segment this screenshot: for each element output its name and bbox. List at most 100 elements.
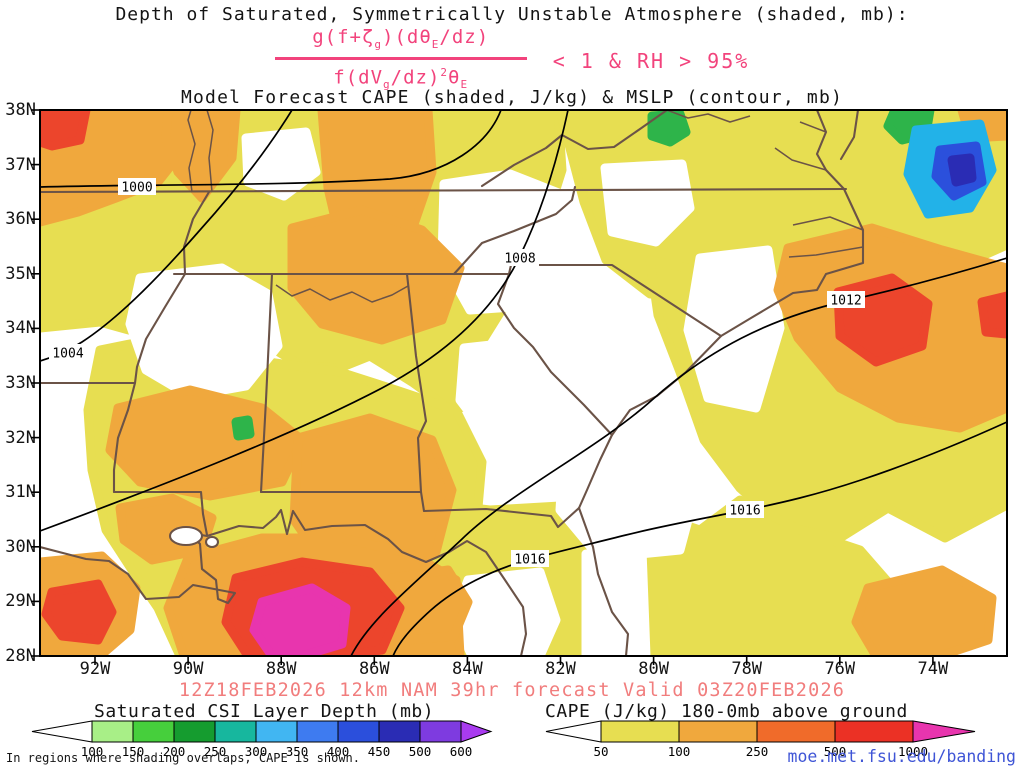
weather-map-shape xyxy=(40,110,1007,656)
cape-csi-shading-shape xyxy=(977,291,1007,339)
contour-label-shape xyxy=(726,501,764,518)
formula-subscript: E xyxy=(460,77,469,91)
fraction-bar xyxy=(274,56,527,60)
colorbar-arrow-left xyxy=(31,720,93,743)
cape-csi-shading-shape xyxy=(449,567,561,656)
state-borders-shape xyxy=(259,272,274,494)
colorbar-tick-label: 250 xyxy=(746,744,769,759)
colorbar-tick-label: 50 xyxy=(593,744,608,759)
formula-subscript: g xyxy=(383,77,391,91)
colorbar-cell xyxy=(834,720,914,743)
state-borders-shape xyxy=(112,490,426,537)
colorbar-cell xyxy=(91,720,134,743)
lat-tick-label: 36N xyxy=(5,209,36,230)
formula-numerator: g(f+ζg)(dθE/dz) xyxy=(275,26,527,56)
contour-label-shape xyxy=(118,178,156,195)
colorbar-tick-label: 600 xyxy=(450,744,473,759)
contour-label: 1004 xyxy=(49,344,87,362)
colorbar-tick-label: 500 xyxy=(824,744,847,759)
contour-label: 1008 xyxy=(501,249,539,267)
lon-tick-label: 88W xyxy=(265,659,297,679)
overlap-note: In regions where shading overlaps, CAPE … xyxy=(6,751,361,765)
contour-label-shape: 1008 xyxy=(504,252,535,267)
colorbar-tick-label: 500 xyxy=(409,744,432,759)
colorbar-tick-label: 150 xyxy=(122,744,145,759)
cape-csi-shading-shape xyxy=(455,335,573,447)
contour-label-shape: 1004 xyxy=(52,347,83,362)
state-borders-shape xyxy=(112,190,211,494)
cape-csi-shading-shape xyxy=(833,273,933,367)
state-borders xyxy=(40,110,865,656)
cape-csi-shading-shape xyxy=(851,565,997,656)
tick-marks xyxy=(31,109,934,665)
cape-csi-shading-shape xyxy=(241,127,321,201)
contour-label-shape xyxy=(511,550,549,567)
colorbar-cell xyxy=(173,720,216,743)
contour-label: 1000 xyxy=(118,178,156,196)
rivers-and-sounds-shape xyxy=(187,110,214,193)
colorbar-cell xyxy=(600,720,680,743)
colorbar-arrow-right xyxy=(912,720,976,743)
forecast-valid-line: 12Z18FEB2026 12km NAM 39hr forecast Vali… xyxy=(178,680,846,701)
cape-csi-shading-shape xyxy=(231,415,255,441)
colorbar-tick-label: 250 xyxy=(204,744,227,759)
colorbar-tick-label: 400 xyxy=(327,744,350,759)
lon-tick-label: 82W xyxy=(545,659,576,679)
colorbar-cell xyxy=(419,720,462,743)
lon-tick-label: 92W xyxy=(79,659,111,679)
cape-csi-shading-shape xyxy=(647,110,691,147)
lat-tick-label: 38N xyxy=(5,100,36,120)
lon-tick-label: 80W xyxy=(638,659,669,679)
contour-label-shape: 1000 xyxy=(121,181,152,196)
lat-tick-label: 33N xyxy=(5,373,36,393)
lon-tick-label: 74W xyxy=(917,659,949,679)
lat-tick-label: 37N xyxy=(5,154,36,175)
rivers-and-sounds-shape xyxy=(666,110,751,123)
state-borders-shape xyxy=(204,535,220,549)
cape-csi-shading-shape xyxy=(41,579,117,645)
cape-csi-shading-shape xyxy=(947,153,977,187)
contour-label: 1016 xyxy=(726,501,764,519)
state-borders-shape xyxy=(405,272,428,494)
cape-csi-shading-shape xyxy=(581,545,651,656)
lat-tick-label: 30N xyxy=(5,536,36,557)
mslp-contours-shape xyxy=(40,110,569,532)
formula-text: /dz) xyxy=(439,26,490,48)
formula-text: )(dθ xyxy=(382,26,432,48)
cape-csi-shading-shape xyxy=(249,583,351,656)
rivers-and-sounds-shape xyxy=(788,216,864,258)
csi-legend-title: Saturated CSI Layer Depth (mb) xyxy=(94,701,435,722)
rivers-and-sounds-shape xyxy=(774,121,827,171)
contour-label-shape: 1016 xyxy=(514,553,545,568)
contour-label-shape xyxy=(827,291,865,308)
state-borders-shape xyxy=(40,508,528,656)
lon-tick-label: 78W xyxy=(731,659,763,679)
lon-tick-label: 90W xyxy=(172,659,204,679)
cape-colorbar: 50 100 250 500 1000 xyxy=(545,720,976,759)
colorbar-cell xyxy=(132,720,175,743)
cape-csi-shading-shape xyxy=(555,433,701,563)
colorbar-arrow-left xyxy=(545,720,602,743)
contour-label: 1016 xyxy=(511,550,549,568)
state-borders-shape xyxy=(815,110,860,191)
cape-csi-shading-shape xyxy=(40,110,91,151)
contour-label-shape xyxy=(501,249,539,266)
colorbar-arrow-right xyxy=(460,720,493,743)
state-borders-shape xyxy=(577,506,630,656)
cape-csi-shading-shape xyxy=(125,263,283,401)
lat-tick-label: 31N xyxy=(5,482,36,503)
colorbar-cell xyxy=(296,720,339,743)
site-url-link[interactable]: moe.met.fsu.edu/banding xyxy=(787,747,1016,766)
colorbar-cell xyxy=(255,720,298,743)
lat-tick-label: 32N xyxy=(5,427,36,448)
contour-label-shape: 1016 xyxy=(729,504,760,519)
lat-tick-label: 34N xyxy=(5,318,36,339)
mslp-contours-shape xyxy=(392,421,1007,656)
formula-denominator: f(dVg/dz)2θE xyxy=(275,61,527,96)
lon-tick-label: 84W xyxy=(452,659,483,679)
lat-tick-label: 29N xyxy=(5,591,36,612)
colorbar-cell xyxy=(337,720,380,743)
lon-tick-label: 86W xyxy=(358,659,390,679)
csi-colorbar: 100 150 200 250 300 350 400 450 500 600 xyxy=(31,720,493,759)
colorbar-tick-label: 1000 xyxy=(898,744,928,759)
